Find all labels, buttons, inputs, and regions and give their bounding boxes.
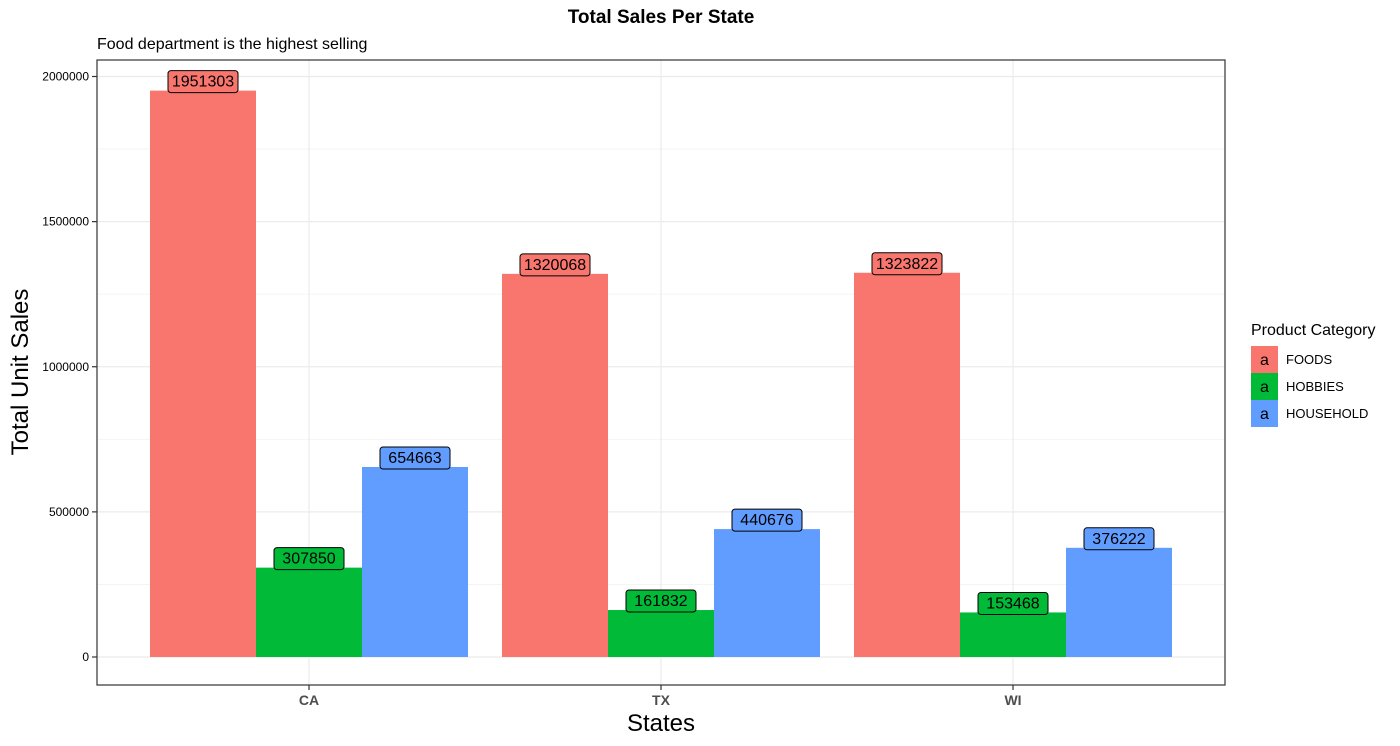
y-tick-label: 1000000 <box>42 360 89 374</box>
data-label-foods-wi: 1323822 <box>871 252 943 276</box>
data-label-hobbies-tx: 161832 <box>625 589 697 613</box>
x-tick-label: TX <box>652 692 671 708</box>
data-label-household-tx: 440676 <box>731 508 803 532</box>
bar-household-ca <box>362 466 468 657</box>
legend-key-hobbies <box>1251 373 1278 400</box>
data-label-household-wi: 376222 <box>1083 527 1155 551</box>
data-label-text: 153468 <box>986 595 1039 612</box>
y-tick-label: 500000 <box>49 505 89 519</box>
bar-household-wi <box>1066 547 1172 657</box>
data-label-box <box>977 591 1049 615</box>
data-label-foods-ca: 1951303 <box>167 70 239 94</box>
data-label-box <box>379 446 451 470</box>
x-tick-label: CA <box>299 692 319 708</box>
legend-key-foods <box>1251 346 1278 373</box>
data-label-hobbies-ca: 307850 <box>273 547 345 571</box>
legend-label-foods: FOODS <box>1286 352 1333 367</box>
data-label-box <box>273 547 345 571</box>
data-label-foods-tx: 1320068 <box>519 253 591 277</box>
bar-foods-wi <box>854 272 960 657</box>
bar-foods-tx <box>502 273 608 657</box>
data-label-box <box>1083 527 1155 551</box>
data-label-hobbies-wi: 153468 <box>977 591 1049 615</box>
data-label-box <box>519 253 591 277</box>
bars <box>150 90 1172 658</box>
bar-foods-ca <box>150 90 256 658</box>
data-label-box <box>167 70 239 94</box>
data-label-text: 1320068 <box>524 257 586 274</box>
data-labels: 1951303 307850 654663 1320068 161832 440676 13… <box>167 70 1155 615</box>
data-label-box <box>625 589 697 613</box>
legend-key-household <box>1251 400 1278 427</box>
y-tick-label: 1500000 <box>42 215 89 229</box>
legend-label-hobbies: HOBBIES <box>1286 379 1344 394</box>
data-label-text: 376222 <box>1092 531 1145 548</box>
data-label-text: 654663 <box>388 450 441 467</box>
data-label-household-ca: 654663 <box>379 446 451 470</box>
y-tick-label: 2000000 <box>42 70 89 84</box>
data-label-text: 440676 <box>740 512 793 529</box>
data-label-text: 1951303 <box>172 74 234 91</box>
data-label-box <box>731 508 803 532</box>
legend-label-household: HOUSEHOLD <box>1286 406 1368 421</box>
legend-key-letter: a <box>1260 406 1269 423</box>
x-axis-title: States <box>627 710 695 737</box>
bar-household-tx <box>714 529 820 657</box>
y-axis: 0 500000 1000000 1500000 2000000 <box>42 70 97 664</box>
bar-hobbies-tx <box>608 610 714 657</box>
legend: Product Category a FOODS a HOBBIES a HOUSEHOL… <box>1251 322 1376 427</box>
data-label-box <box>871 252 943 276</box>
data-label-text: 1323822 <box>876 256 938 273</box>
chart-title: Total Sales Per State <box>568 7 755 28</box>
legend-key-letter: a <box>1260 352 1269 369</box>
chart-subtitle: Food department is the highest selling <box>97 36 367 53</box>
y-tick-label: 0 <box>82 650 89 664</box>
y-axis-title: Total Unit Sales <box>7 289 34 456</box>
legend-title: Product Category <box>1251 322 1376 339</box>
bar-hobbies-wi <box>960 612 1066 657</box>
data-label-text: 307850 <box>282 551 335 568</box>
data-label-text: 161832 <box>634 593 687 610</box>
bar-hobbies-ca <box>256 567 362 657</box>
legend-key-letter: a <box>1260 379 1269 396</box>
x-axis: CA TX WI <box>299 685 1022 708</box>
x-tick-label: WI <box>1004 692 1021 708</box>
